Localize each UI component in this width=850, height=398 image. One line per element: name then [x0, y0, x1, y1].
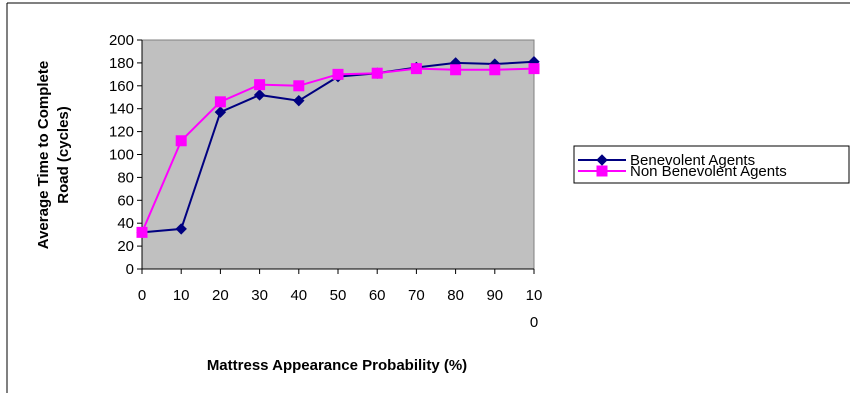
legend-marker-1 — [596, 154, 608, 166]
y-tick-label: 200 — [109, 32, 134, 49]
data-point-2 — [254, 79, 266, 91]
y-tick-label: 180 — [109, 55, 134, 72]
y-tick-label: 20 — [117, 238, 134, 255]
data-point-2 — [450, 64, 462, 76]
legend-box — [573, 145, 850, 184]
data-point-2 — [371, 67, 383, 79]
y-axis-title-line-1: Average Time to Complete — [35, 61, 52, 249]
x-tick-label: 80 — [447, 287, 464, 304]
data-point-2 — [175, 135, 187, 147]
y-axis-title-line-2: Road (cycles) — [55, 106, 72, 204]
x-tick-label: 0 — [530, 314, 538, 331]
data-point-2 — [489, 64, 501, 76]
x-tick-label: 70 — [408, 287, 425, 304]
y-axis-ticks: 0 20 40 60 80 100 120 140 160 180 200 — [109, 32, 142, 278]
y-tick-label: 0 — [126, 261, 134, 278]
y-tick-label: 140 — [109, 101, 134, 118]
data-point-2 — [214, 96, 226, 108]
y-tick-label: 100 — [109, 147, 134, 164]
x-axis-title: Mattress Appearance Probability (%) — [207, 357, 467, 374]
x-tick-label: 50 — [330, 287, 347, 304]
x-tick-label: 10 — [173, 287, 190, 304]
data-point-1 — [214, 106, 227, 118]
x-tick-label: 0 — [138, 287, 146, 304]
data-point-2 — [293, 80, 305, 92]
y-tick-label: 80 — [117, 169, 134, 186]
series-layer — [136, 56, 540, 239]
x-tick-label: 30 — [251, 287, 268, 304]
y-tick-label: 60 — [117, 192, 134, 209]
x-tick-label: 60 — [369, 287, 386, 304]
x-tick-label: 10 — [526, 287, 543, 304]
data-point-2 — [136, 226, 148, 238]
x-tick-label: 20 — [212, 287, 229, 304]
legend-label-1: Benevolent Agents — [630, 152, 755, 169]
data-point-2 — [410, 63, 422, 75]
data-point-1 — [175, 223, 187, 235]
x-tick-label: 90 — [486, 287, 503, 304]
data-point-2 — [528, 63, 540, 75]
x-tick-label: 40 — [290, 287, 307, 304]
x-axis-ticks: 0 10 20 30 40 50 60 70 80 90 100 — [138, 269, 543, 331]
data-point-1 — [293, 94, 305, 107]
legend-marker-2 — [596, 165, 608, 177]
data-point-2 — [332, 68, 344, 80]
legend-label-2: Non Benevolent Agents — [630, 163, 787, 180]
y-tick-label: 160 — [109, 78, 134, 95]
data-point-1 — [253, 89, 266, 101]
y-tick-label: 120 — [109, 124, 134, 141]
y-tick-label: 40 — [117, 215, 134, 232]
